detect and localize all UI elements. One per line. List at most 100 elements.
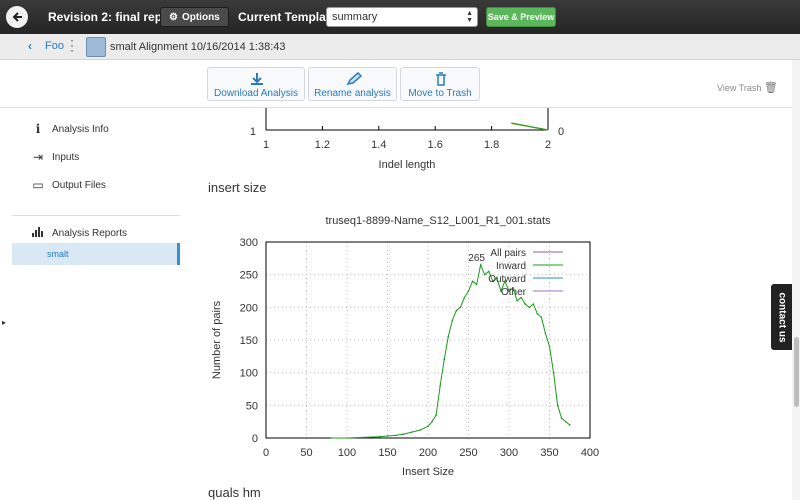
data-point bbox=[427, 425, 429, 428]
data-point bbox=[443, 358, 445, 361]
download-icon bbox=[251, 73, 263, 85]
data-point bbox=[439, 384, 441, 387]
data-point bbox=[492, 280, 494, 282]
x-tick-label: 200 bbox=[419, 447, 437, 459]
data-point bbox=[560, 417, 563, 420]
data-point bbox=[520, 296, 522, 299]
data-point bbox=[483, 273, 486, 276]
gear-icon: ⚙ bbox=[169, 11, 178, 23]
sidebar-item-label: Output Files bbox=[52, 179, 106, 191]
arrow-left-icon bbox=[12, 12, 22, 22]
template-value: summary bbox=[332, 11, 378, 23]
x-tick-label: 2 bbox=[545, 139, 551, 151]
x-tick-label: 350 bbox=[540, 447, 558, 459]
view-trash-label: View Trash bbox=[717, 83, 762, 93]
data-point bbox=[552, 371, 555, 374]
more-vertical-icon[interactable]: · · · bbox=[70, 33, 74, 57]
data-point bbox=[362, 436, 364, 439]
scrollbar-thumb[interactable] bbox=[794, 337, 799, 407]
data-point bbox=[540, 316, 543, 318]
y-tick-label: 50 bbox=[246, 400, 258, 412]
x-tick-label: 1.2 bbox=[315, 139, 330, 151]
options-label: Options bbox=[181, 11, 220, 23]
options-button[interactable]: ⚙ Options bbox=[160, 7, 229, 27]
legend-label: Outward bbox=[488, 274, 526, 285]
view-trash-link[interactable]: View Trash 🗑 bbox=[717, 81, 778, 94]
data-point bbox=[536, 313, 539, 315]
data-point bbox=[479, 264, 482, 266]
y-tick-label: 200 bbox=[240, 302, 258, 314]
legend-label: Inward bbox=[496, 261, 526, 272]
x-axis-label: Indel length bbox=[379, 159, 436, 171]
data-point bbox=[564, 420, 567, 423]
contact-us-label: contact us bbox=[776, 291, 788, 343]
y-tick-label: 100 bbox=[240, 368, 258, 380]
plot-frame bbox=[265, 241, 591, 439]
revision-title: Revision 2: final report bbox=[48, 10, 179, 24]
data-point bbox=[394, 434, 397, 437]
sidebar-item-inputs[interactable]: ⇥ Inputs bbox=[12, 146, 180, 168]
download-analysis-button[interactable]: Download Analysis bbox=[207, 67, 305, 101]
data-point bbox=[544, 332, 547, 335]
back-button[interactable] bbox=[6, 6, 28, 28]
sidebar: i Analysis Info ⇥ Inputs ▭ Output Files … bbox=[12, 108, 180, 500]
rename-analysis-button[interactable]: Rename analysis bbox=[308, 67, 397, 101]
x-tick-label: 1.8 bbox=[484, 139, 499, 151]
data-point bbox=[346, 437, 348, 439]
y-tick-label: 150 bbox=[240, 335, 258, 347]
x-tick-label: 50 bbox=[300, 447, 312, 459]
section-quals-hm: quals hm bbox=[208, 485, 261, 500]
report-content: 1 1.2 1.4 1.6 1.8 2 1 0 Indel length insert size… bbox=[200, 108, 780, 500]
sidebar-item-label: Inputs bbox=[52, 151, 80, 163]
download-label: Download Analysis bbox=[214, 88, 298, 99]
scrollbar[interactable] bbox=[792, 60, 800, 500]
data-point bbox=[504, 280, 506, 282]
trash-label: Move to Trash bbox=[408, 88, 472, 99]
data-point bbox=[467, 290, 470, 292]
pencil-icon bbox=[346, 72, 363, 86]
data-point bbox=[512, 286, 514, 289]
sidebar-item-analysis-reports[interactable]: Analysis Reports bbox=[12, 222, 180, 244]
x-tick-label: 1.4 bbox=[371, 139, 386, 151]
x-tick-label: 150 bbox=[378, 447, 396, 459]
x-axis-label: Insert Size bbox=[402, 466, 454, 478]
section-insert-size: insert size bbox=[208, 180, 267, 195]
x-tick-label: 100 bbox=[338, 447, 356, 459]
info-icon: i bbox=[35, 122, 41, 136]
indel-length-chart: 1 1.2 1.4 1.6 1.8 2 1 0 Indel length bbox=[250, 108, 564, 171]
x-tick-label: 300 bbox=[500, 447, 518, 459]
chart-title: truseq1-8899-Name_S12_L001_R1_001.stats bbox=[325, 215, 551, 227]
data-point bbox=[528, 306, 531, 309]
contact-us-tab[interactable]: contact us bbox=[771, 284, 792, 350]
data-point bbox=[435, 414, 437, 416]
breadcrumb-foo-link[interactable]: Foo bbox=[45, 40, 64, 52]
data-point bbox=[455, 309, 458, 312]
select-arrows-icon: ▲ ▼ bbox=[466, 10, 473, 24]
x-tick-label: 250 bbox=[459, 447, 477, 459]
sidebar-item-analysis-info[interactable]: i Analysis Info bbox=[12, 118, 180, 140]
x-tick-label: 1.6 bbox=[428, 139, 443, 151]
move-to-trash-button[interactable]: Move to Trash bbox=[400, 67, 480, 101]
x-tick-label: 0 bbox=[263, 447, 269, 459]
expand-arrow-icon[interactable]: ▸ bbox=[2, 318, 7, 327]
sidebar-item-label: Analysis Info bbox=[52, 123, 109, 135]
data-point bbox=[378, 435, 381, 438]
breadcrumb: ‹ Foo · · · smalt Alignment 10/16/2014 1:3… bbox=[0, 34, 800, 60]
data-point bbox=[508, 290, 510, 292]
template-select[interactable]: summary ▲ ▼ bbox=[326, 7, 478, 27]
data-point bbox=[330, 437, 332, 439]
data-point bbox=[447, 335, 450, 338]
y-tick-label: 300 bbox=[240, 237, 258, 249]
rename-label: Rename analysis bbox=[314, 88, 391, 99]
save-preview-button[interactable]: Save & Preview bbox=[486, 7, 556, 27]
series-line-1 bbox=[511, 122, 549, 131]
chevron-left-icon[interactable]: ‹ bbox=[28, 39, 32, 53]
data-point bbox=[496, 277, 498, 279]
data-point bbox=[402, 433, 405, 435]
bar-chart-icon bbox=[30, 226, 46, 240]
sidebar-item-output-files[interactable]: ▭ Output Files bbox=[12, 174, 180, 196]
sidebar-subitem-smalt[interactable]: smalt bbox=[12, 243, 180, 265]
y-right-tick-label: 0 bbox=[558, 126, 564, 138]
y-left-tick-label: 1 bbox=[250, 126, 256, 138]
data-point bbox=[459, 306, 462, 309]
